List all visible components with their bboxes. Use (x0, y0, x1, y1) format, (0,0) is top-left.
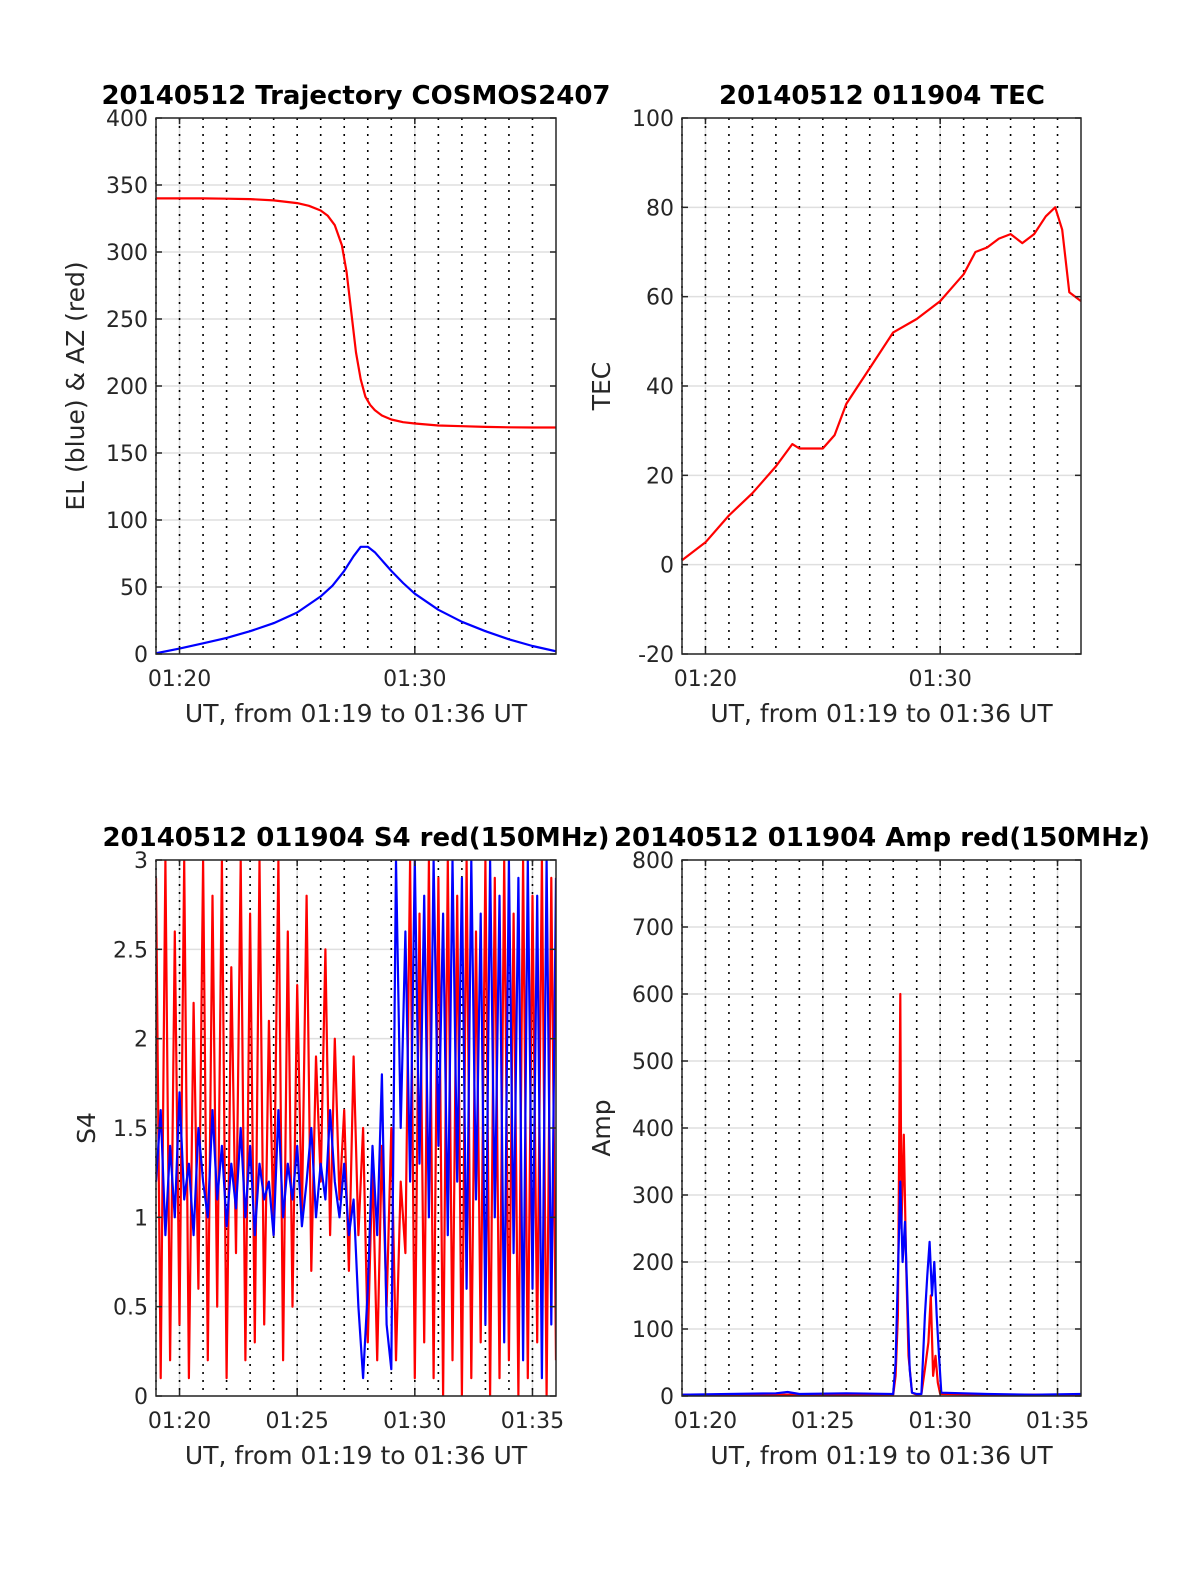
series-line-2 (156, 860, 556, 1380)
y-tick-label: 100 (632, 107, 674, 132)
y-tick-label: 300 (632, 1184, 674, 1209)
x-axis-label: UT, from 01:19 to 01:36 UT (710, 699, 1053, 728)
y-axis-label: TEC (587, 362, 616, 412)
x-tick-label: 01:20 (148, 667, 211, 692)
x-tick-label: 01:35 (1026, 1409, 1089, 1434)
y-tick-label: 3 (134, 849, 148, 874)
y-tick-label: 200 (106, 375, 148, 400)
y-tick-label: 100 (106, 509, 148, 534)
y-tick-label: 200 (632, 1251, 674, 1276)
chart-panel-2: -20 0 20 40 60 80 100 01:20 01:30 20140512 011904… (587, 81, 1082, 728)
y-tick-label: 0 (660, 1385, 674, 1410)
x-axis-label: UT, from 01:19 to 01:36 UT (185, 1441, 528, 1470)
y-tick-label: 80 (646, 196, 674, 221)
y-tick-label: 350 (106, 174, 148, 199)
x-tick-label: 01:35 (501, 1409, 564, 1434)
chart-title: 20140512 011904 Amp red(150MHz) (614, 823, 1150, 853)
y-tick-label: 500 (632, 1050, 674, 1075)
series-line-1 (682, 206, 1081, 562)
series-line-2 (682, 1180, 1081, 1396)
y-tick-label: 40 (646, 375, 674, 400)
series-line-2 (156, 545, 556, 654)
y-tick-label: 50 (120, 576, 148, 601)
y-tick-label: 400 (106, 107, 148, 132)
y-tick-label: 250 (106, 308, 148, 333)
series-line-1 (156, 860, 556, 1396)
x-tick-label: 01:30 (383, 667, 446, 692)
chart-title: 20140512 Trajectory COSMOS2407 (101, 81, 610, 111)
chart-title: 20140512 011904 S4 red(150MHz) (102, 823, 609, 853)
y-tick-label: 2 (134, 1028, 148, 1053)
y-axis-label: EL (blue) & AZ (red) (61, 261, 90, 510)
y-axis-label: Amp (587, 1099, 616, 1156)
chart-title: 20140512 011904 TEC (719, 81, 1045, 111)
y-tick-label: 400 (632, 1117, 674, 1142)
x-tick-label: 01:25 (791, 1409, 854, 1434)
y-tick-label: 0 (660, 554, 674, 579)
chart-panel-1: 0 50 100 150 200 250 300 350 400 01:20 01:30 201405… (61, 81, 611, 728)
y-tick-label: 800 (632, 849, 674, 874)
y-tick-label: 0.5 (113, 1296, 148, 1321)
x-tick-label: 01:30 (908, 667, 971, 692)
y-axis-label: S4 (72, 1112, 101, 1144)
y-tick-label: 100 (632, 1318, 674, 1343)
x-tick-label: 01:20 (674, 667, 737, 692)
chart-panel-4: 0 100 200 300 400 500 600 700 800 01:20 01:25 01:30… (587, 823, 1150, 1470)
y-tick-label: 0 (134, 1385, 148, 1410)
x-tick-label: 01:25 (265, 1409, 328, 1434)
y-tick-label: 0 (134, 643, 148, 668)
y-tick-label: -20 (638, 643, 674, 668)
x-axis-label: UT, from 01:19 to 01:36 UT (185, 699, 528, 728)
y-tick-label: 1.5 (113, 1117, 148, 1142)
y-tick-label: 60 (646, 286, 674, 311)
x-tick-label: 01:20 (674, 1409, 737, 1434)
y-tick-label: 1 (134, 1206, 148, 1231)
y-tick-label: 150 (106, 442, 148, 467)
x-axis-label: UT, from 01:19 to 01:36 UT (710, 1441, 1053, 1470)
y-tick-label: 700 (632, 916, 674, 941)
y-tick-label: 2.5 (113, 938, 148, 963)
x-tick-label: 01:20 (148, 1409, 211, 1434)
y-tick-label: 300 (106, 241, 148, 266)
x-tick-label: 01:30 (908, 1409, 971, 1434)
series-line-1 (156, 197, 556, 429)
y-tick-label: 20 (646, 464, 674, 489)
chart-panel-3: 0 0.5 1 1.5 2 2.5 3 01:20 01:25 01:30 01:35 2014051… (72, 823, 610, 1470)
y-tick-label: 600 (632, 983, 674, 1008)
x-tick-label: 01:30 (383, 1409, 446, 1434)
